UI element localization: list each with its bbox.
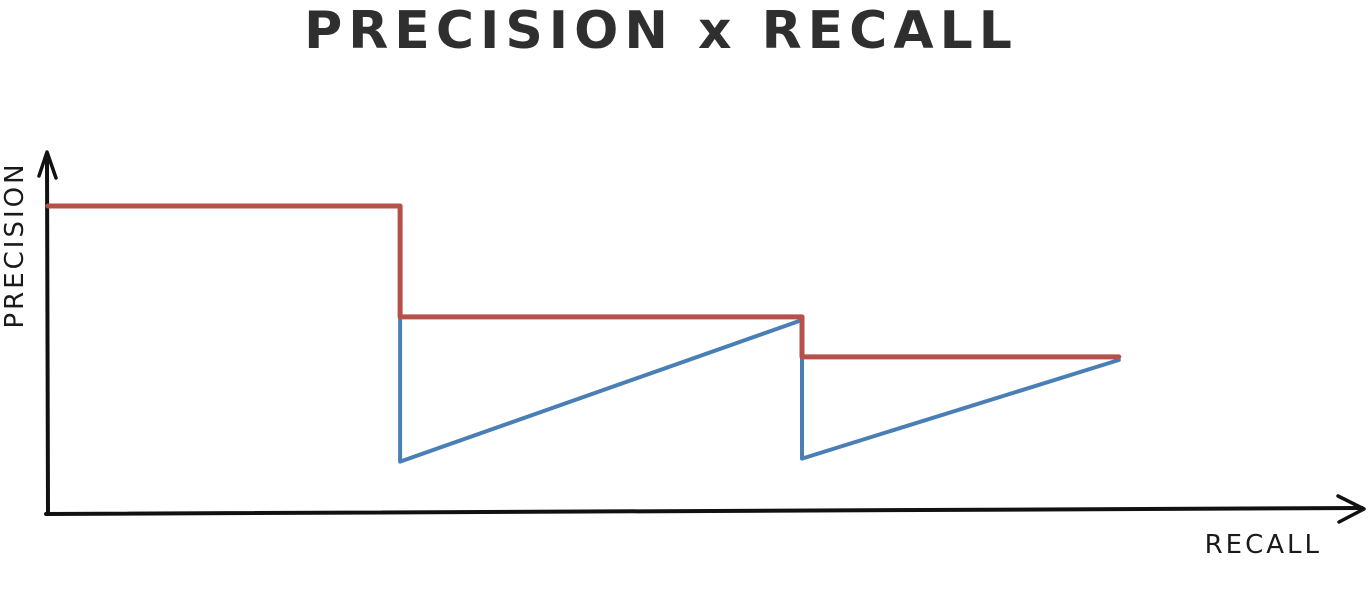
x-axis-label: RECALL [1205, 530, 1322, 560]
series-group [45, 203, 1122, 464]
axes [37, 150, 1366, 524]
y-axis-label: PRECISION [0, 161, 30, 328]
y-axis-arrowhead [37, 150, 58, 180]
x-axis-arrowhead [1336, 494, 1366, 524]
series-line-1 [46, 204, 1121, 464]
y-axis-line [45, 158, 50, 516]
series-line-2 [45, 203, 1122, 360]
x-axis-line [44, 506, 1364, 516]
chart-title: PRECISION x RECALL [304, 1, 1018, 61]
